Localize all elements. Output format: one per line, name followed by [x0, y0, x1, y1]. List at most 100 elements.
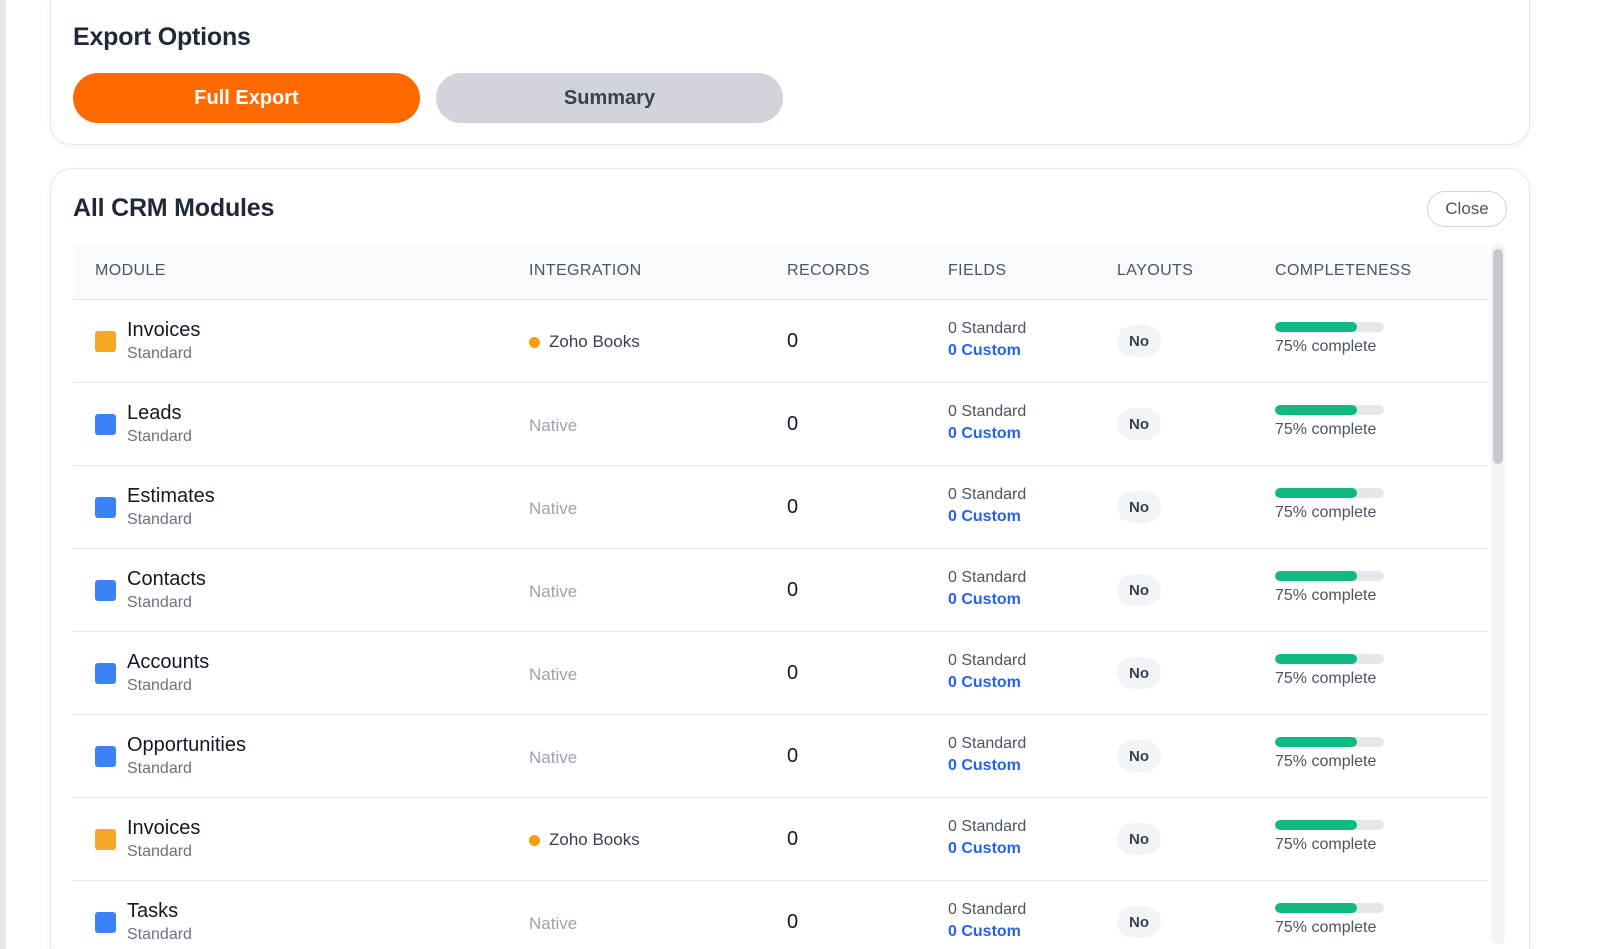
records-count: 0 [787, 330, 799, 352]
integration-label: Zoho Books [549, 830, 640, 849]
layouts-badge: No [1117, 325, 1161, 357]
completeness-bar [1275, 571, 1384, 581]
module-name[interactable]: Invoices [127, 817, 201, 839]
col-header-fields[interactable]: FIELDS [948, 262, 1007, 279]
modules-table: MODULE INTEGRATION RECORDS FIELDS LAYOUT… [73, 244, 1488, 944]
left-edge-divider [0, 0, 6, 949]
completeness-bar-fill [1275, 654, 1357, 664]
module-color-icon [95, 580, 116, 601]
integration-status-dot-icon [529, 834, 540, 846]
fields-custom-link[interactable]: 0 Custom [948, 591, 1021, 608]
fields-custom-link[interactable]: 0 Custom [948, 508, 1021, 525]
fields-custom-link[interactable]: 0 Custom [948, 674, 1021, 691]
completeness-bar [1275, 488, 1384, 498]
module-type: Standard [127, 345, 192, 362]
fields-custom-link[interactable]: 0 Custom [948, 425, 1021, 442]
completeness-bar-fill [1275, 571, 1357, 581]
module-type: Standard [127, 926, 192, 943]
export-options-card: Export Options Full Export Summary [50, 0, 1530, 145]
completeness-bar-fill [1275, 488, 1357, 498]
completeness-label: 75% complete [1275, 587, 1377, 604]
table-row[interactable]: Opportunities Standard Native 0 0 Standa… [73, 715, 1488, 798]
table-body: Invoices Standard Zoho Books 0 0 Standar… [73, 300, 1488, 944]
col-header-layouts[interactable]: LAYOUTS [1117, 262, 1194, 279]
completeness-label: 75% complete [1275, 421, 1377, 438]
integration-label: Native [529, 582, 578, 601]
scrollbar-thumb[interactable] [1493, 249, 1503, 464]
records-count: 0 [787, 662, 799, 684]
col-header-integration[interactable]: INTEGRATION [529, 262, 642, 279]
completeness-label: 75% complete [1275, 670, 1377, 687]
completeness-label: 75% complete [1275, 919, 1377, 936]
module-color-icon [95, 912, 116, 933]
completeness-bar-fill [1275, 820, 1357, 830]
completeness-label: 75% complete [1275, 338, 1377, 355]
completeness-bar [1275, 405, 1384, 415]
table-row[interactable]: Estimates Standard Native 0 0 Standard 0… [73, 466, 1488, 549]
col-header-records[interactable]: RECORDS [787, 262, 870, 279]
completeness-label: 75% complete [1275, 836, 1377, 853]
layouts-badge: No [1117, 408, 1161, 440]
module-color-icon [95, 829, 116, 850]
fields-custom-link[interactable]: 0 Custom [948, 757, 1021, 774]
layouts-badge: No [1117, 491, 1161, 523]
fields-custom-link[interactable]: 0 Custom [948, 342, 1021, 359]
completeness-bar-fill [1275, 322, 1357, 332]
table-row[interactable]: Invoices Standard Zoho Books 0 0 Standar… [73, 300, 1488, 383]
completeness-label: 75% complete [1275, 504, 1377, 521]
module-color-icon [95, 663, 116, 684]
table-row[interactable]: Invoices Standard Zoho Books 0 0 Standar… [73, 798, 1488, 881]
module-type: Standard [127, 428, 192, 445]
fields-standard: 0 Standard [948, 901, 1027, 918]
completeness-bar [1275, 654, 1384, 664]
module-color-icon [95, 746, 116, 767]
completeness-bar [1275, 820, 1384, 830]
fields-standard: 0 Standard [948, 569, 1027, 586]
module-name[interactable]: Estimates [127, 485, 215, 507]
close-button[interactable]: Close [1427, 191, 1507, 227]
fields-standard: 0 Standard [948, 486, 1027, 503]
module-name[interactable]: Tasks [127, 900, 179, 922]
table-row[interactable]: Accounts Standard Native 0 0 Standard 0 … [73, 632, 1488, 715]
table-row[interactable]: Tasks Standard Native 0 0 Standard 0 Cus… [73, 881, 1488, 944]
fields-custom-link[interactable]: 0 Custom [948, 923, 1021, 940]
module-name[interactable]: Leads [127, 402, 182, 424]
module-name[interactable]: Accounts [127, 651, 210, 673]
completeness-bar [1275, 737, 1384, 747]
full-export-button[interactable]: Full Export [73, 73, 420, 123]
crm-modules-title: All CRM Modules [73, 194, 275, 222]
layouts-badge: No [1117, 906, 1161, 938]
integration-cell: Zoho Books [529, 830, 640, 850]
fields-standard: 0 Standard [948, 652, 1027, 669]
module-type: Standard [127, 760, 192, 777]
records-count: 0 [787, 496, 799, 518]
completeness-bar [1275, 322, 1384, 332]
col-header-completeness[interactable]: COMPLETENESS [1275, 262, 1412, 279]
module-type: Standard [127, 594, 192, 611]
records-count: 0 [787, 579, 799, 601]
completeness-bar [1275, 903, 1384, 913]
completeness-bar-fill [1275, 405, 1357, 415]
module-type: Standard [127, 511, 192, 528]
module-name[interactable]: Invoices [127, 319, 201, 341]
module-name[interactable]: Contacts [127, 568, 206, 590]
integration-status-dot-icon [529, 336, 540, 348]
col-header-module[interactable]: MODULE [95, 262, 166, 279]
table-row[interactable]: Leads Standard Native 0 0 Standard 0 Cus… [73, 383, 1488, 466]
layouts-badge: No [1117, 823, 1161, 855]
crm-modules-card: All CRM Modules Close MODULE INTEGRATION… [50, 168, 1530, 949]
module-type: Standard [127, 677, 192, 694]
layouts-badge: No [1117, 574, 1161, 606]
summary-button[interactable]: Summary [436, 73, 783, 123]
completeness-bar-fill [1275, 903, 1357, 913]
export-options-title: Export Options [73, 23, 251, 51]
module-name[interactable]: Opportunities [127, 734, 246, 756]
table-row[interactable]: Contacts Standard Native 0 0 Standard 0 … [73, 549, 1488, 632]
integration-label: Native [529, 665, 578, 684]
records-count: 0 [787, 911, 799, 933]
table-header: MODULE INTEGRATION RECORDS FIELDS LAYOUT… [73, 244, 1488, 300]
fields-standard: 0 Standard [948, 735, 1027, 752]
fields-custom-link[interactable]: 0 Custom [948, 840, 1021, 857]
table-scrollbar[interactable] [1491, 244, 1505, 944]
completeness-bar-fill [1275, 737, 1357, 747]
